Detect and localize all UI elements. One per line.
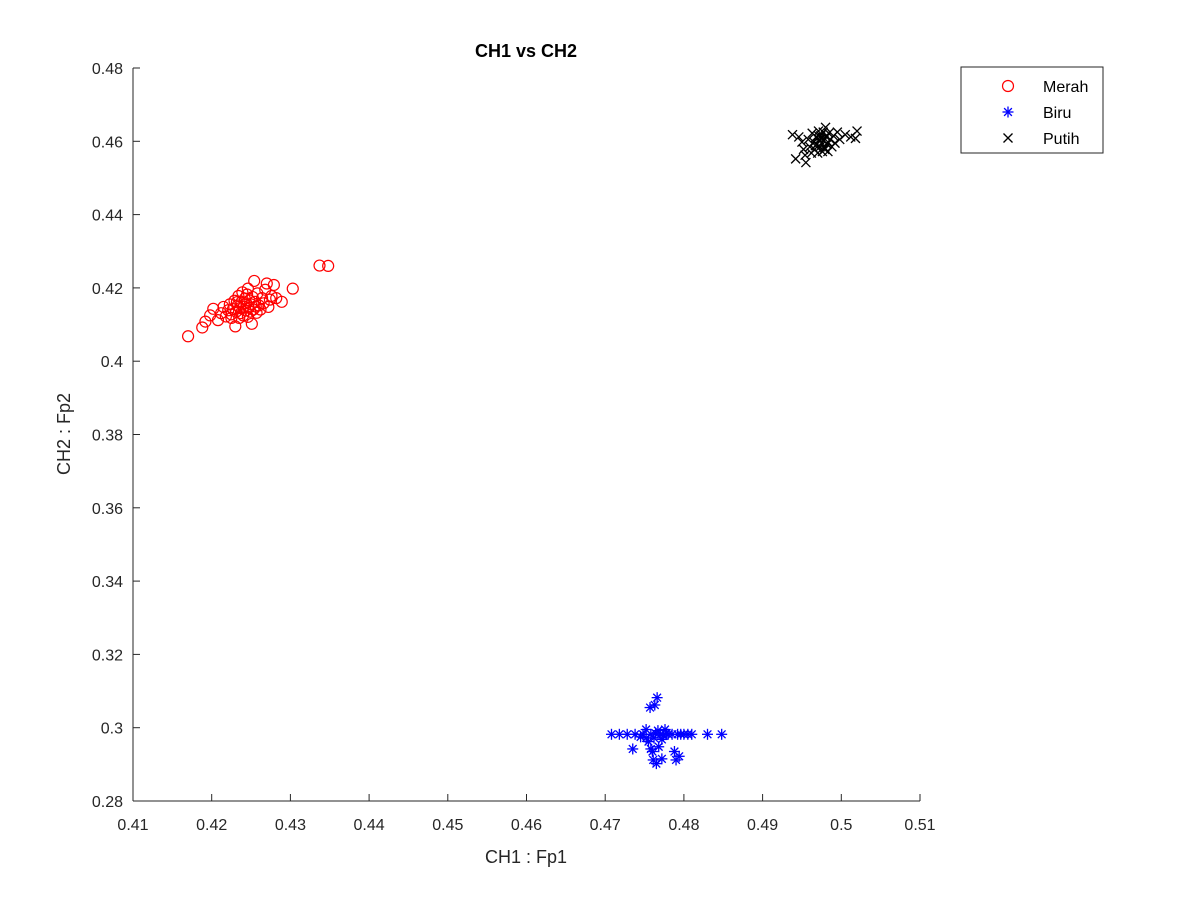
- data-point-merah: [211, 314, 225, 327]
- data-point-merah: [241, 282, 255, 295]
- series-merah: [181, 259, 335, 343]
- data-point-putih: [798, 144, 809, 155]
- data-point-merah: [255, 292, 269, 305]
- legend-label-putih: Putih: [1043, 131, 1079, 148]
- data-point-merah: [286, 282, 299, 295]
- data-point-biru: [627, 743, 639, 755]
- data-markers: [181, 122, 862, 770]
- y-axis-label: CH2 : Fp2: [54, 393, 74, 475]
- x-tick-label: 0.48: [668, 817, 699, 834]
- y-tick-label: 0.36: [92, 501, 123, 518]
- data-point-biru: [668, 746, 680, 758]
- data-point-putih: [790, 153, 801, 164]
- y-tick-label: 0.34: [92, 574, 123, 591]
- plot-area: 0.41 0.42 0.43 0.44 0.45 0.46 0.47 0.48 0.49 0.5 0…: [92, 61, 936, 834]
- data-point-putih: [793, 131, 804, 142]
- y-tick-label: 0.28: [92, 794, 123, 811]
- data-point-merah: [249, 300, 262, 313]
- data-point-merah: [260, 277, 273, 290]
- data-point-putih: [787, 129, 798, 140]
- x-tick-label: 0.44: [354, 817, 385, 834]
- data-point-biru: [651, 692, 663, 704]
- data-point-merah: [267, 278, 280, 292]
- data-point-putih: [820, 122, 831, 133]
- data-point-merah: [262, 300, 275, 314]
- data-point-merah: [245, 317, 258, 330]
- data-point-merah: [322, 259, 335, 273]
- data-point-biru: [649, 699, 661, 711]
- data-point-merah: [250, 306, 263, 319]
- data-point-merah: [199, 315, 212, 328]
- axes-background: [133, 68, 920, 801]
- data-point-merah: [230, 296, 243, 309]
- y-tick-label: 0.3: [101, 721, 123, 738]
- y-tick-label: 0.42: [92, 281, 123, 298]
- data-point-putih: [810, 140, 821, 151]
- legend-marker-putih: [1003, 133, 1013, 143]
- x-tick-label: 0.49: [747, 817, 778, 834]
- data-point-biru: [656, 733, 668, 745]
- legend: Merah Biru Putih: [960, 66, 1104, 154]
- legend-label-merah: Merah: [1043, 79, 1088, 96]
- data-point-biru: [640, 732, 652, 744]
- legend-label-biru: Biru: [1043, 105, 1071, 122]
- data-point-putih: [813, 130, 824, 141]
- x-tick-label: 0.47: [590, 817, 621, 834]
- x-tick-label: 0.5: [830, 817, 852, 834]
- data-point-putih: [819, 144, 830, 155]
- y-tick-label: 0.32: [92, 647, 123, 664]
- x-tick-label: 0.45: [432, 817, 463, 834]
- data-point-putih: [822, 137, 833, 147]
- legend-box: [960, 66, 1104, 154]
- data-point-merah: [275, 295, 288, 308]
- data-point-putih: [852, 126, 862, 136]
- y-axis-ticks: 0.28 0.3 0.32 0.34 0.36 0.38 0.4 0.42 0.44 0.46 0.…: [92, 61, 140, 811]
- data-point-merah: [313, 259, 326, 272]
- x-tick-label: 0.43: [275, 817, 306, 834]
- x-tick-label: 0.41: [117, 817, 148, 834]
- legend-items: Merah Biru Putih: [1001, 79, 1088, 148]
- y-tick-label: 0.44: [92, 208, 123, 225]
- legend-marker-biru: [1002, 106, 1014, 118]
- data-point-biru: [702, 728, 714, 740]
- data-point-merah: [248, 274, 261, 288]
- data-point-merah: [181, 330, 195, 343]
- data-point-merah: [219, 310, 232, 323]
- data-point-merah: [234, 307, 247, 320]
- x-axis-ticks: 0.41 0.42 0.43 0.44 0.45 0.46 0.47 0.48 0.49 0.5 0…: [117, 794, 936, 834]
- data-point-biru: [686, 728, 698, 740]
- data-point-biru: [716, 728, 728, 740]
- data-point-putih: [832, 127, 843, 138]
- y-tick-label: 0.48: [92, 61, 123, 78]
- data-point-putih: [800, 157, 811, 168]
- data-point-merah: [196, 321, 209, 334]
- legend-marker-merah: [1001, 79, 1015, 93]
- data-point-biru: [645, 743, 657, 755]
- data-point-merah: [251, 287, 264, 300]
- chart-title: CH1 vs CH2: [475, 41, 577, 61]
- data-point-biru: [673, 750, 685, 762]
- data-point-putih: [823, 128, 834, 139]
- data-point-biru: [656, 753, 668, 765]
- data-point-merah: [232, 289, 245, 303]
- y-tick-label: 0.38: [92, 428, 123, 445]
- x-tick-label: 0.46: [511, 817, 542, 834]
- series-putih: [787, 122, 862, 168]
- x-axis-label: CH1 : Fp1: [485, 847, 567, 867]
- data-point-biru: [613, 728, 625, 740]
- series-biru: [605, 692, 728, 770]
- data-point-merah: [222, 304, 235, 317]
- x-tick-label: 0.42: [196, 817, 227, 834]
- y-tick-label: 0.46: [92, 134, 123, 151]
- y-tick-label: 0.4: [101, 354, 123, 371]
- data-point-merah: [225, 311, 238, 325]
- x-tick-label: 0.51: [904, 817, 935, 834]
- data-point-putih: [840, 129, 851, 140]
